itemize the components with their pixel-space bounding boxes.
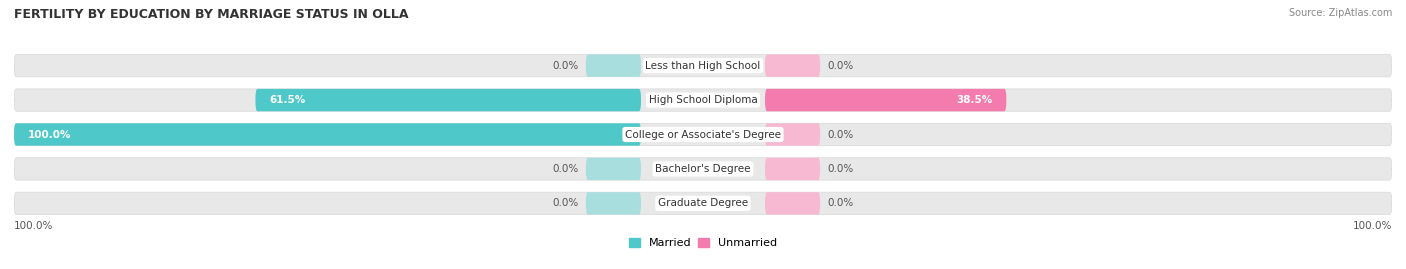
FancyBboxPatch shape <box>765 54 820 77</box>
Text: Bachelor's Degree: Bachelor's Degree <box>655 164 751 174</box>
Text: 0.0%: 0.0% <box>553 198 579 208</box>
Text: 38.5%: 38.5% <box>956 95 993 105</box>
Text: Graduate Degree: Graduate Degree <box>658 198 748 208</box>
Text: College or Associate's Degree: College or Associate's Degree <box>626 129 780 140</box>
FancyBboxPatch shape <box>14 123 1392 146</box>
FancyBboxPatch shape <box>14 192 1392 215</box>
Text: 0.0%: 0.0% <box>553 164 579 174</box>
FancyBboxPatch shape <box>14 54 1392 77</box>
Text: 100.0%: 100.0% <box>28 129 72 140</box>
FancyBboxPatch shape <box>586 158 641 180</box>
FancyBboxPatch shape <box>14 89 1392 111</box>
Text: 100.0%: 100.0% <box>1353 221 1392 231</box>
Text: 0.0%: 0.0% <box>553 61 579 71</box>
Text: 0.0%: 0.0% <box>827 164 853 174</box>
Legend: Married, Unmarried: Married, Unmarried <box>624 233 782 253</box>
Text: 100.0%: 100.0% <box>14 221 53 231</box>
FancyBboxPatch shape <box>765 192 820 215</box>
Text: FERTILITY BY EDUCATION BY MARRIAGE STATUS IN OLLA: FERTILITY BY EDUCATION BY MARRIAGE STATU… <box>14 8 409 21</box>
FancyBboxPatch shape <box>14 123 641 146</box>
Text: 0.0%: 0.0% <box>827 198 853 208</box>
FancyBboxPatch shape <box>765 123 820 146</box>
FancyBboxPatch shape <box>765 158 820 180</box>
Text: Source: ZipAtlas.com: Source: ZipAtlas.com <box>1288 8 1392 18</box>
FancyBboxPatch shape <box>586 54 641 77</box>
FancyBboxPatch shape <box>765 89 1007 111</box>
FancyBboxPatch shape <box>586 192 641 215</box>
FancyBboxPatch shape <box>256 89 641 111</box>
Text: High School Diploma: High School Diploma <box>648 95 758 105</box>
Text: 0.0%: 0.0% <box>827 129 853 140</box>
Text: 61.5%: 61.5% <box>269 95 305 105</box>
Text: Less than High School: Less than High School <box>645 61 761 71</box>
Text: 0.0%: 0.0% <box>827 61 853 71</box>
FancyBboxPatch shape <box>14 158 1392 180</box>
